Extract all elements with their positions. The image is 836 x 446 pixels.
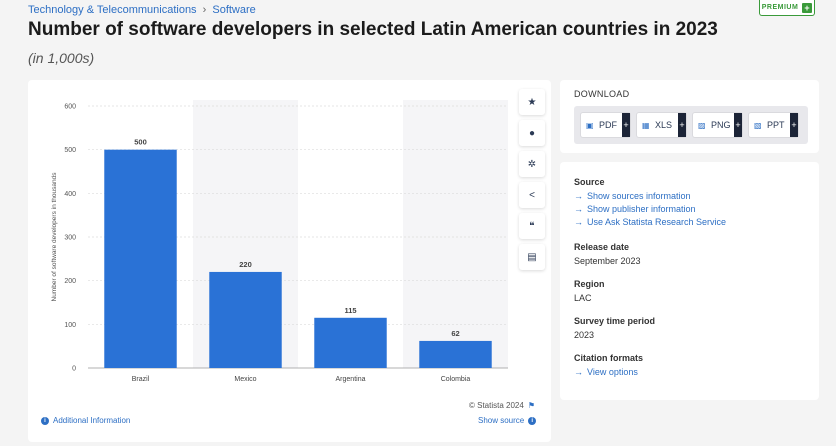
premium-badge[interactable]: PREMIUM + — [759, 0, 815, 16]
download-png-label: PNG — [711, 120, 731, 130]
y-tick-label: 500 — [64, 147, 76, 154]
data-label: 500 — [134, 138, 147, 147]
chart-toolbar: ★ ● ✲ < ❝ ▤ — [519, 89, 545, 275]
bar-argentina — [314, 317, 387, 368]
statistic-details-panel: Source Show sources information Show pub… — [560, 162, 819, 400]
view-options-link[interactable]: View options — [574, 367, 643, 377]
download-title: DOWNLOAD — [574, 89, 630, 99]
show-sources-link[interactable]: Show sources information — [574, 191, 726, 201]
data-label: 115 — [344, 306, 356, 315]
info-icon: i — [41, 416, 49, 425]
show-publisher-link[interactable]: Show publisher information — [574, 204, 726, 214]
premium-label: PREMIUM — [761, 4, 799, 11]
plus-icon: + — [790, 113, 798, 137]
download-pdf-label: PDF — [599, 120, 617, 130]
y-tick-label: 100 — [64, 322, 76, 329]
survey-period-label: Survey time period — [574, 316, 656, 326]
chart-card: 0 100 200 300 400 500 600 Number of software de… — [28, 80, 551, 442]
y-tick-label: 0 — [72, 366, 76, 373]
download-png-button[interactable]: ▨ PNG + — [693, 113, 742, 137]
xls-file-icon: ▦ — [642, 120, 650, 130]
png-image-icon: ▨ — [698, 120, 706, 130]
region-value: LAC — [574, 293, 592, 303]
download-ppt-button[interactable]: ▧ PPT + — [749, 113, 798, 137]
show-source-info-icon: i — [528, 416, 537, 425]
bar-colombia — [419, 340, 492, 368]
breadcrumb-separator: › — [202, 4, 207, 16]
premium-plus-icon: + — [802, 2, 813, 13]
copyright-text: © Statista 2024 — [469, 401, 524, 410]
bar-brazil — [104, 149, 177, 368]
chart-copyright: © Statista 2024 ⚑ — [469, 401, 535, 410]
download-buttons: ▣ PDF + ▦ XLS + ▨ PNG + ▧ PPT + — [574, 106, 808, 144]
plus-icon: + — [622, 113, 630, 137]
breadcrumb-category-link[interactable]: Technology & Telecommunications — [28, 4, 197, 16]
download-xls-label: XLS — [655, 120, 673, 130]
citation-section: Citation formats View options — [574, 353, 643, 377]
bar-chart: 0 100 200 300 400 500 600 Number of software de… — [51, 100, 508, 383]
citation-formats-label: Citation formats — [574, 353, 644, 363]
download-xls-button[interactable]: ▦ XLS + — [637, 113, 686, 137]
column-band — [403, 100, 508, 368]
bar-mexico — [209, 271, 282, 368]
region-label: Region — [574, 279, 605, 289]
y-tick-label: 400 — [64, 191, 76, 198]
additional-information-label: Additional Information — [53, 416, 131, 425]
flag-icon[interactable]: ⚑ — [527, 401, 535, 410]
breadcrumb-subcategory-link[interactable]: Software — [212, 4, 256, 16]
x-tick-label: Colombia — [441, 376, 471, 383]
survey-period-section: Survey time period 2023 — [574, 316, 655, 340]
y-axis-label: Number of software developers in thousan… — [51, 172, 58, 302]
plus-icon: + — [734, 113, 742, 137]
x-tick-label: Mexico — [234, 376, 256, 383]
pdf-file-icon: ▣ — [586, 120, 594, 130]
breadcrumb: Technology & Telecommunications › Softwa… — [28, 4, 256, 16]
data-label: 220 — [239, 260, 252, 269]
favorite-icon[interactable]: ★ — [519, 89, 545, 115]
region-section: Region LAC — [574, 279, 605, 303]
source-section: Source Show sources information Show pub… — [574, 177, 726, 227]
page-subtitle: (in 1,000s) — [28, 50, 95, 66]
y-tick-label: 200 — [64, 278, 76, 285]
survey-period-value: 2023 — [574, 330, 595, 340]
data-label: 62 — [451, 329, 459, 338]
ask-statista-link[interactable]: Use Ask Statista Research Service — [574, 217, 726, 227]
show-source-label: Show source — [478, 416, 525, 425]
show-source-link[interactable]: Show source i — [478, 416, 537, 425]
print-icon[interactable]: ▤ — [519, 244, 545, 270]
download-panel: DOWNLOAD ▣ PDF + ▦ XLS + ▨ PNG + ▧ PPT + — [560, 80, 819, 153]
page-title: Number of software developers in selecte… — [28, 19, 718, 40]
additional-information-link[interactable]: i Additional Information — [41, 416, 130, 425]
release-date-section: Release date September 2023 — [574, 242, 641, 266]
release-date-label: Release date — [574, 242, 630, 252]
source-label: Source — [574, 177, 605, 187]
release-date-value: September 2023 — [574, 256, 641, 266]
share-icon[interactable]: < — [519, 182, 545, 208]
download-pdf-button[interactable]: ▣ PDF + — [581, 113, 630, 137]
quote-citation-icon[interactable]: ❝ — [519, 213, 545, 239]
download-ppt-label: PPT — [767, 120, 785, 130]
x-tick-label: Argentina — [336, 376, 366, 383]
plus-icon: + — [678, 113, 686, 137]
notification-bell-icon[interactable]: ● — [519, 120, 545, 146]
ppt-slides-icon: ▧ — [754, 120, 762, 130]
y-tick-label: 600 — [64, 104, 76, 111]
y-tick-label: 300 — [64, 235, 76, 242]
x-tick-label: Brazil — [132, 376, 150, 383]
settings-gear-icon[interactable]: ✲ — [519, 151, 545, 177]
